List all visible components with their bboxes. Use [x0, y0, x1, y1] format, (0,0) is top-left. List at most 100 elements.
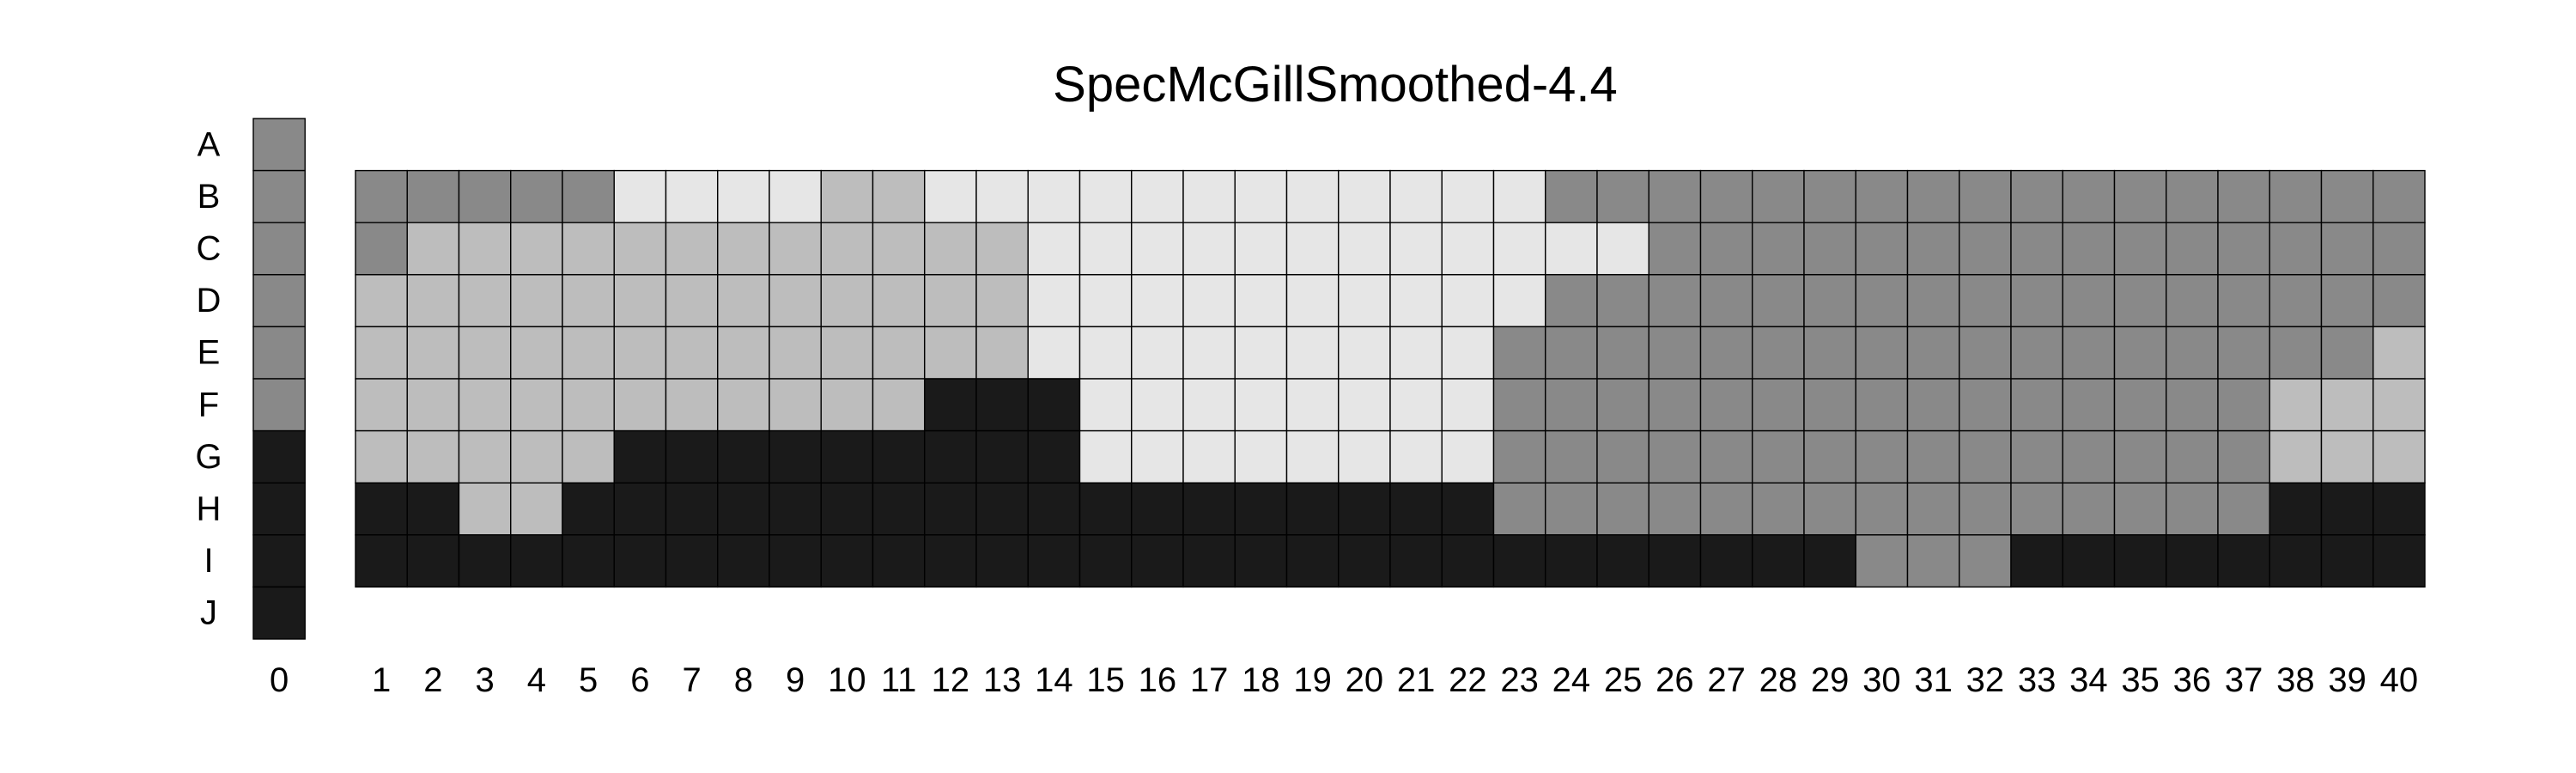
cell-19-e	[1285, 326, 1340, 380]
row-label-f: F	[198, 386, 219, 423]
cell-37-e	[2217, 326, 2270, 380]
cell-24-b	[1545, 169, 1598, 223]
cell-24-c	[1545, 222, 1598, 276]
cell-28-h	[1752, 482, 1805, 536]
cell-36-e	[2166, 326, 2219, 380]
column-label-24: 24	[1552, 661, 1591, 699]
cell-26-b	[1648, 169, 1702, 223]
cell-40-g	[2372, 429, 2426, 484]
cell-17-f	[1182, 378, 1236, 432]
cell-25-b	[1596, 169, 1649, 223]
cell-40-b	[2372, 169, 2426, 223]
cell-10-g	[820, 429, 874, 484]
cell-8-g	[717, 429, 770, 484]
column-label-36: 36	[2173, 661, 2212, 699]
cell-22-i	[1441, 534, 1495, 588]
cell-22-b	[1441, 169, 1495, 223]
cell-39-c	[2320, 222, 2374, 276]
cell-12-h	[924, 482, 977, 536]
cell-27-g	[1699, 429, 1753, 484]
cell-5-i	[562, 534, 615, 588]
column-label-29: 29	[1811, 661, 1850, 699]
cell-10-c	[820, 222, 874, 276]
cell-36-i	[2166, 534, 2219, 588]
cell-15-i	[1078, 534, 1133, 588]
cell-21-b	[1389, 169, 1443, 223]
cell-5-d	[562, 274, 615, 328]
cell-0-c	[252, 222, 306, 276]
cell-0-h	[252, 482, 306, 536]
cell-28-c	[1752, 222, 1805, 276]
cell-10-f	[820, 378, 874, 432]
cell-7-b	[665, 169, 719, 223]
cell-13-c	[975, 222, 1029, 276]
cell-7-f	[665, 378, 719, 432]
reference-column	[252, 118, 306, 640]
cell-3-g	[458, 429, 512, 484]
cell-28-d	[1752, 274, 1805, 328]
cell-4-e	[510, 326, 563, 380]
cell-31-h	[1906, 482, 1960, 536]
cell-1-e	[355, 326, 408, 380]
cell-3-h	[458, 482, 512, 536]
cell-28-e	[1752, 326, 1805, 380]
cell-25-g	[1596, 429, 1649, 484]
column-label-26: 26	[1656, 661, 1694, 699]
cell-35-f	[2113, 378, 2167, 432]
cell-1-g	[355, 429, 408, 484]
cell-32-g	[1959, 429, 2012, 484]
cell-19-d	[1285, 274, 1340, 328]
cell-16-h	[1131, 482, 1184, 536]
cell-23-g	[1492, 429, 1546, 484]
cell-23-e	[1492, 326, 1546, 380]
cell-28-g	[1752, 429, 1805, 484]
cell-6-f	[613, 378, 667, 432]
cell-39-b	[2320, 169, 2374, 223]
cell-11-g	[872, 429, 926, 484]
cell-4-f	[510, 378, 563, 432]
cell-28-i	[1752, 534, 1805, 588]
cell-31-b	[1906, 169, 1960, 223]
cell-22-g	[1441, 429, 1495, 484]
cell-20-g	[1338, 429, 1391, 484]
cell-5-f	[562, 378, 615, 432]
column-label-7: 7	[683, 661, 702, 699]
cell-34-e	[2062, 326, 2116, 380]
cell-38-d	[2269, 274, 2323, 328]
cell-15-e	[1078, 326, 1133, 380]
cell-12-i	[924, 534, 977, 588]
cell-40-f	[2372, 378, 2426, 432]
column-label-20: 20	[1346, 661, 1384, 699]
cell-16-i	[1131, 534, 1184, 588]
cell-39-g	[2320, 429, 2374, 484]
cell-13-d	[975, 274, 1029, 328]
cell-11-i	[872, 534, 926, 588]
cell-21-d	[1389, 274, 1443, 328]
cell-20-h	[1338, 482, 1391, 536]
cell-18-c	[1234, 222, 1288, 276]
cell-10-e	[820, 326, 874, 380]
cell-6-c	[613, 222, 667, 276]
cell-2-g	[406, 429, 460, 484]
cell-36-h	[2166, 482, 2219, 536]
cell-1-b	[355, 169, 408, 223]
cell-11-e	[872, 326, 926, 380]
cell-20-d	[1338, 274, 1391, 328]
cell-28-f	[1752, 378, 1805, 432]
cell-14-h	[1027, 482, 1081, 536]
column-label-18: 18	[1242, 661, 1280, 699]
cell-29-g	[1803, 429, 1856, 484]
cell-30-g	[1855, 429, 1909, 484]
column-label-10: 10	[828, 661, 866, 699]
cell-36-g	[2166, 429, 2219, 484]
cell-33-b	[2010, 169, 2063, 223]
cell-18-g	[1234, 429, 1288, 484]
cell-6-b	[613, 169, 667, 223]
cell-18-e	[1234, 326, 1288, 380]
cell-0-g	[252, 429, 306, 484]
cell-37-h	[2217, 482, 2270, 536]
cell-35-b	[2113, 169, 2167, 223]
column-label-21: 21	[1397, 661, 1436, 699]
